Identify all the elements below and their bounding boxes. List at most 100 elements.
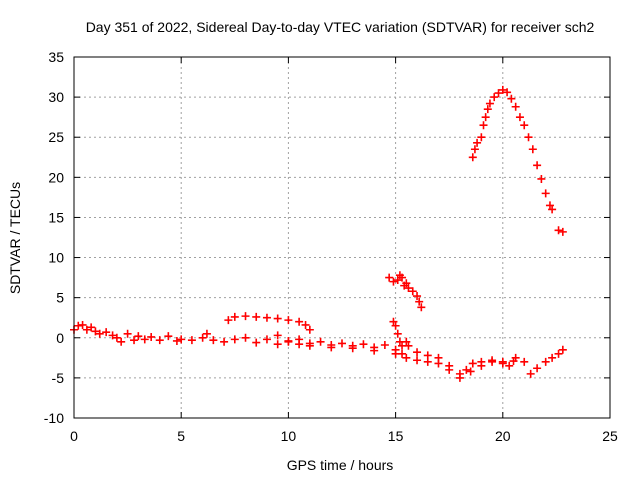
series-sdtvar-arc-7-11h <box>224 312 314 334</box>
data-point <box>558 345 567 354</box>
data-point <box>498 359 507 368</box>
data-point <box>528 145 537 154</box>
series-sdtvar-secondary <box>273 337 518 382</box>
data-point <box>112 333 121 342</box>
data-point <box>209 336 218 345</box>
data-point <box>273 314 282 323</box>
data-point <box>262 335 271 344</box>
data-point <box>295 317 304 326</box>
data-point <box>413 292 422 301</box>
data-point <box>117 337 126 346</box>
data-point <box>455 373 464 382</box>
x-tick-label: 5 <box>177 428 185 444</box>
data-point <box>408 287 417 296</box>
data-point <box>140 335 149 344</box>
data-point <box>87 323 96 332</box>
data-point <box>481 113 490 122</box>
y-tick-label: 30 <box>48 89 64 105</box>
data-point <box>198 333 207 342</box>
series-sdtvar-arc-14-8-16-2h <box>385 271 426 312</box>
data-point <box>545 201 554 210</box>
data-point <box>305 341 314 350</box>
data-point <box>485 99 494 108</box>
data-point <box>295 340 304 349</box>
y-tick-label: 5 <box>56 290 64 306</box>
data-point <box>348 344 357 353</box>
data-point <box>95 329 104 338</box>
data-point <box>413 356 422 365</box>
data-point <box>533 161 542 170</box>
data-point <box>548 205 557 214</box>
data-point <box>515 113 524 122</box>
data-point <box>252 312 261 321</box>
data-point <box>305 325 314 334</box>
data-point <box>370 346 379 355</box>
data-point <box>554 226 563 235</box>
data-point <box>526 369 535 378</box>
data-point <box>548 353 557 362</box>
y-tick-label: 25 <box>48 129 64 145</box>
data-point <box>477 361 486 370</box>
data-point <box>494 89 503 98</box>
data-point <box>537 174 546 183</box>
data-point <box>462 365 471 374</box>
x-tick-label: 20 <box>495 428 511 444</box>
grid-lines <box>74 57 610 418</box>
data-point <box>316 337 325 346</box>
data-point <box>108 331 117 340</box>
data-point <box>164 332 173 341</box>
y-tick-label: 10 <box>48 250 64 266</box>
data-point <box>413 348 422 357</box>
data-point <box>252 338 261 347</box>
data-point <box>241 312 250 321</box>
y-tick-label: -5 <box>52 370 65 386</box>
data-point <box>327 343 336 352</box>
data-point <box>541 189 550 198</box>
y-tick-label: 20 <box>48 169 64 185</box>
data-point <box>503 88 512 97</box>
data-point <box>558 227 567 236</box>
data-point <box>284 337 293 346</box>
data-point <box>473 138 482 147</box>
data-point <box>338 339 346 348</box>
data-point <box>224 316 233 325</box>
data-point <box>187 336 196 345</box>
x-axis-label: GPS time / hours <box>287 457 394 473</box>
data-point <box>391 321 400 330</box>
data-point <box>468 153 477 162</box>
data-point <box>91 327 100 336</box>
data-point <box>434 359 443 368</box>
data-point <box>74 321 83 330</box>
data-point <box>102 328 111 337</box>
x-tick-label: 10 <box>281 428 297 444</box>
data-point <box>483 105 492 114</box>
y-axis-label: SDTVAR / TECUs <box>7 182 23 294</box>
data-point <box>417 303 426 312</box>
data-point <box>554 349 563 358</box>
data-point <box>389 277 398 286</box>
data-point <box>507 94 516 103</box>
data-point <box>533 364 542 373</box>
data-point <box>466 367 475 376</box>
y-tick-label: 15 <box>48 209 64 225</box>
data-point <box>123 329 132 338</box>
data-point <box>511 102 520 111</box>
x-tick-labels: 0 5 10 15 20 25 <box>70 428 618 444</box>
data-point <box>359 340 368 349</box>
data-point <box>479 121 488 130</box>
y-tick-label: -10 <box>44 410 64 426</box>
data-point <box>445 365 454 374</box>
data-point <box>490 93 499 102</box>
data-point <box>415 297 424 306</box>
x-tick-label: 25 <box>602 428 618 444</box>
data-point <box>391 349 400 358</box>
data-point <box>393 329 402 338</box>
data-point <box>402 353 411 362</box>
data-point <box>134 332 143 341</box>
data-point <box>524 133 533 142</box>
data-point <box>380 340 389 349</box>
data-point <box>273 340 282 349</box>
chart-title: Day 351 of 2022, Sidereal Day-to-day VTE… <box>86 19 595 35</box>
